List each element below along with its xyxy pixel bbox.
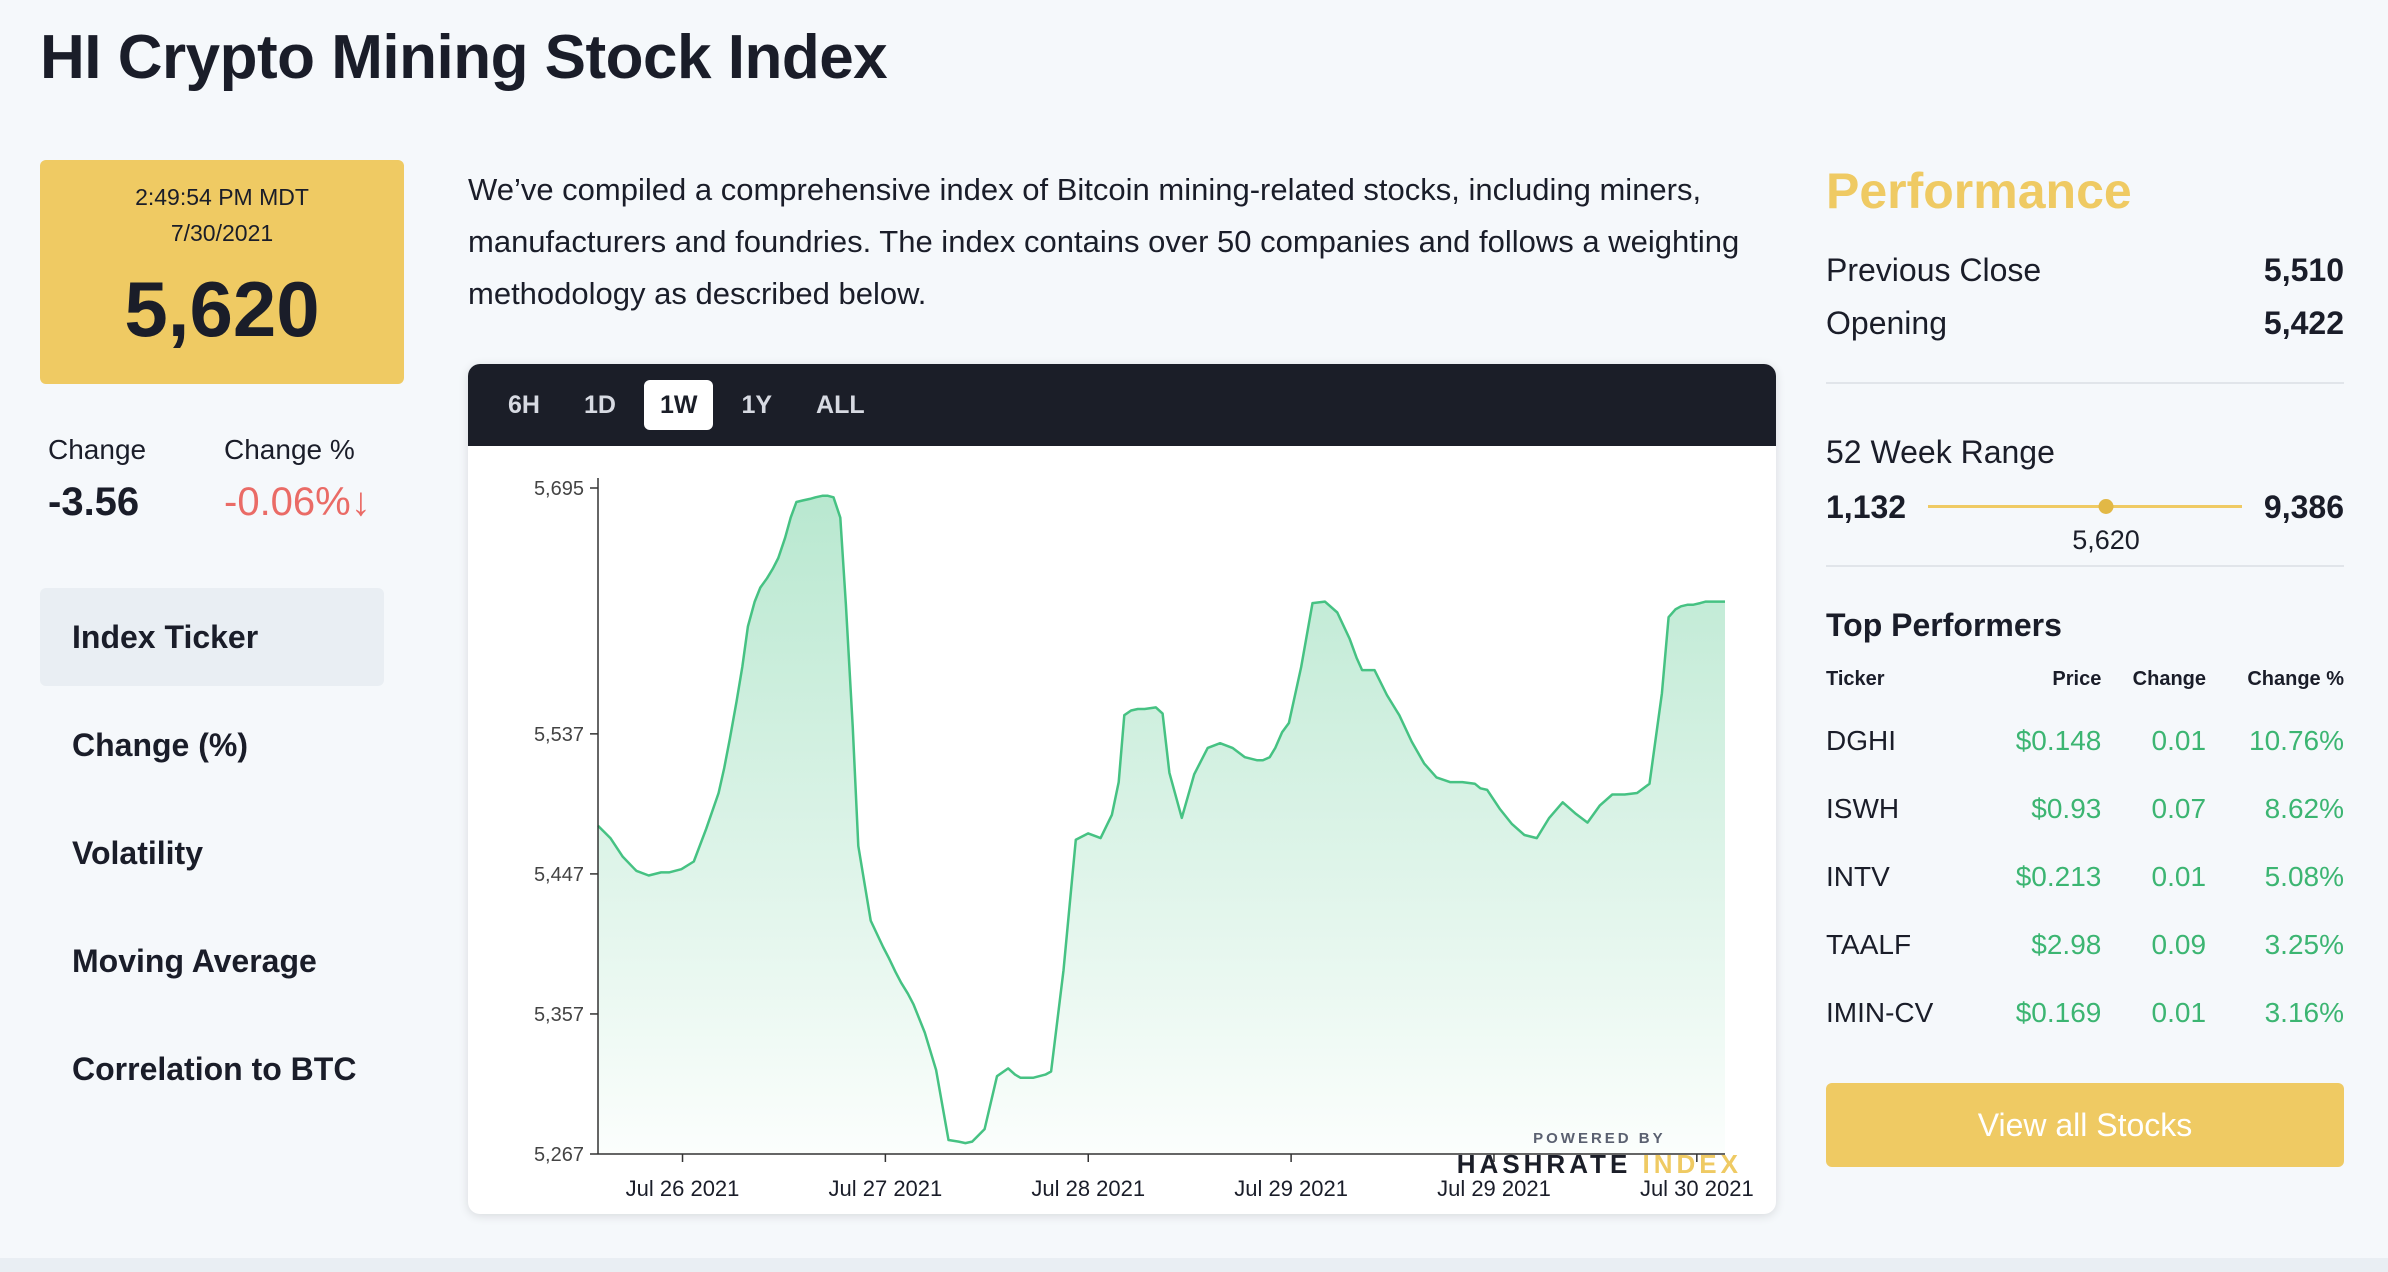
- col-change-pct: Change %: [2247, 668, 2344, 690]
- table-row[interactable]: INTV $0.213 0.01 5.08%: [1826, 843, 2344, 911]
- side-item-correlation-btc[interactable]: Correlation to BTC: [72, 1050, 357, 1087]
- week52-marker: [2098, 499, 2114, 514]
- divider: [1826, 382, 2344, 384]
- range-1y-button[interactable]: 1Y: [741, 390, 773, 419]
- change-pct-label: Change %: [224, 434, 355, 465]
- change-value: -3.56: [48, 480, 140, 524]
- previous-close-row: Previous Close 5,510: [1826, 252, 2344, 289]
- y-tick-label: 5,267: [534, 1144, 584, 1166]
- change-block: Change -3.56: [48, 434, 146, 525]
- change-cell: 0.07: [2151, 793, 2207, 824]
- top-performers-table: Ticker Price Change Change % DGHI $0.148…: [1826, 668, 2344, 1047]
- divider: [1826, 565, 2344, 567]
- week52-label: 52 Week Range: [1826, 434, 2055, 470]
- performance-title: Performance: [1826, 163, 2132, 219]
- index-chart: 5,267 5,357 5,447 5,537 5,695 Jul 26 2021 Jul …: [534, 478, 1754, 1201]
- previous-close-value: 5,510: [2263, 252, 2344, 288]
- col-price: Price: [2052, 668, 2102, 690]
- y-tick-label: 5,695: [534, 478, 584, 500]
- y-tick-label: 5,537: [534, 724, 584, 746]
- price-cell: $2.98: [2031, 929, 2102, 960]
- x-tick-label: Jul 27 2021: [829, 1176, 943, 1201]
- ticker-cell: TAALF: [1826, 929, 1912, 960]
- chart-card: 6H 1D 1W 1Y ALL 5,267 5,357 5,447 5,537 5,69…: [468, 364, 1776, 1214]
- side-item-moving-average[interactable]: Moving Average: [72, 942, 317, 979]
- x-tick-label: Jul 26 2021: [626, 1176, 740, 1201]
- series-area: [598, 495, 1725, 1154]
- table-row[interactable]: TAALF $2.98 0.09 3.25%: [1826, 911, 2344, 979]
- table-row[interactable]: IMIN-CV $0.169 0.01 3.16%: [1826, 979, 2344, 1047]
- change-cell: 0.09: [2151, 929, 2207, 960]
- change-label: Change: [48, 434, 147, 465]
- week52-max: 9,386: [2263, 489, 2344, 525]
- range-1w-button[interactable]: 1W: [643, 380, 714, 430]
- ticker-cell: IMIN-CV: [1826, 997, 1934, 1028]
- intro-text: We’ve compiled a comprehensive index of …: [468, 172, 1740, 311]
- week52-range: 1,132 5,620 9,386: [1826, 489, 2344, 555]
- performance-panel: Performance Previous Close 5,510 Opening…: [1826, 160, 2344, 1167]
- previous-close-label: Previous Close: [1826, 252, 2042, 288]
- opening-label: Opening: [1826, 305, 1947, 341]
- opening-row: Opening 5,422: [1826, 305, 2344, 342]
- table-header-row: Ticker Price Change Change %: [1826, 668, 2344, 707]
- side-item-change[interactable]: Change (%): [72, 726, 248, 763]
- bottom-bar: [0, 1258, 2388, 1272]
- ticker-cell: INTV: [1826, 861, 1890, 892]
- side-item-volatility[interactable]: Volatility: [72, 834, 203, 871]
- series-line: [597, 494, 1725, 1145]
- chart-range-toolbar: 6H 1D 1W 1Y ALL: [468, 364, 1776, 446]
- price-card: 2:49:54 PM MDT 7/30/2021 5,620: [40, 160, 404, 384]
- change-pct-cell: 3.25%: [2264, 929, 2344, 960]
- change-cell: 0.01: [2151, 725, 2207, 756]
- range-all-button[interactable]: ALL: [816, 390, 865, 419]
- index-price: 5,620: [124, 265, 320, 353]
- powered-by-logo: POWERED BY HASHRATE INDEX: [1457, 1130, 1742, 1180]
- change-pct-cell: 3.16%: [2264, 997, 2344, 1028]
- y-tick-label: 5,447: [534, 864, 584, 886]
- price-cell: $0.213: [2015, 861, 2102, 892]
- table-row[interactable]: ISWH $0.93 0.07 8.62%: [1826, 775, 2344, 843]
- change-pct-block: Change % -0.06%↓: [224, 434, 371, 525]
- week52-min: 1,132: [1826, 489, 1907, 525]
- price-cell: $0.148: [2015, 725, 2102, 756]
- x-tick-label: Jul 28 2021: [1031, 1176, 1145, 1201]
- price-date: 7/30/2021: [170, 220, 274, 246]
- col-ticker: Ticker: [1826, 668, 1885, 690]
- range-1d-button[interactable]: 1D: [583, 390, 616, 419]
- change-pct-cell: 10.76%: [2249, 725, 2344, 756]
- top-performers-title: Top Performers: [1826, 607, 2062, 643]
- change-pct-cell: 5.08%: [2264, 861, 2344, 892]
- ticker-cell: DGHI: [1826, 725, 1896, 756]
- opening-value: 5,422: [2263, 305, 2344, 341]
- table-row[interactable]: DGHI $0.148 0.01 10.76%: [1826, 707, 2344, 775]
- range-6h-button[interactable]: 6H: [508, 390, 540, 419]
- side-menu: Index Ticker Change (%) Volatility Movin…: [40, 588, 384, 1128]
- side-item-index-ticker[interactable]: Index Ticker: [40, 588, 384, 686]
- price-time: 2:49:54 PM MDT: [135, 184, 309, 210]
- price-cell: $0.93: [2031, 793, 2102, 824]
- powered-by-text: POWERED BY: [1533, 1130, 1666, 1147]
- x-tick-label: Jul 30 2021: [1640, 1176, 1754, 1201]
- x-tick-label: Jul 29 2021: [1234, 1176, 1348, 1201]
- change-pct-cell: 8.62%: [2264, 793, 2344, 824]
- brand-name: HASHRATE INDEX: [1456, 1149, 1742, 1179]
- view-all-stocks-button[interactable]: View all Stocks: [1826, 1083, 2344, 1167]
- change-cell: 0.01: [2151, 861, 2207, 892]
- week52-current: 5,620: [2072, 525, 2140, 555]
- y-tick-label: 5,357: [534, 1004, 584, 1026]
- col-change: Change: [2132, 668, 2207, 690]
- x-tick-label: Jul 29 2021: [1437, 1176, 1551, 1201]
- change-cell: 0.01: [2151, 997, 2207, 1028]
- week52-track: 5,620: [1928, 489, 2242, 555]
- change-pct-value: -0.06%↓: [224, 480, 371, 524]
- week52-line: [1928, 505, 2242, 508]
- page-title: HI Crypto Mining Stock Index: [40, 23, 888, 92]
- price-cell: $0.169: [2015, 997, 2102, 1028]
- ticker-cell: ISWH: [1826, 793, 1900, 824]
